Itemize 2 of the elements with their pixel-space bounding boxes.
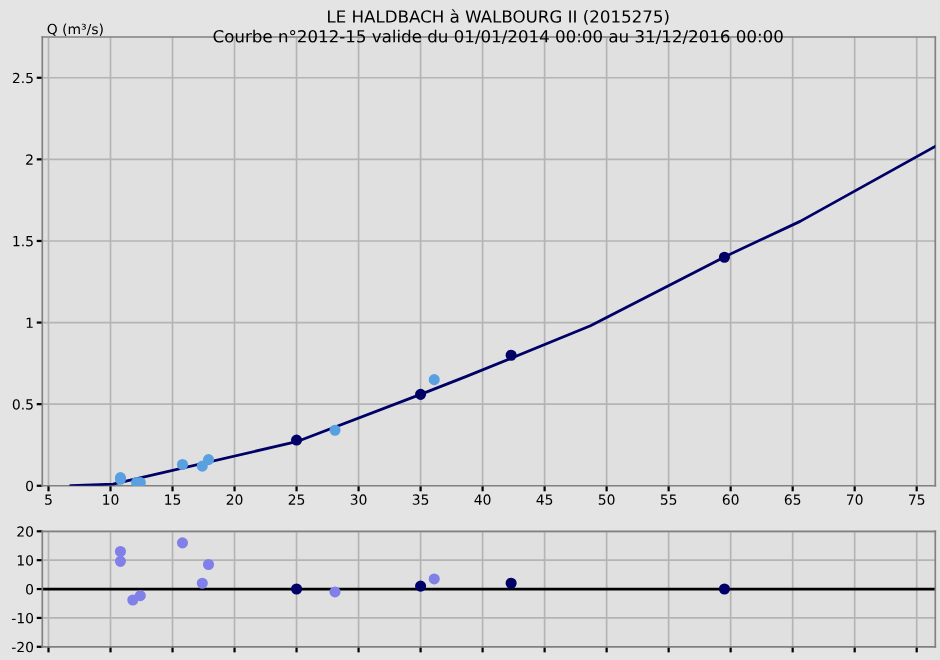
chart-subtitle: Courbe n°2012-15 valide du 01/01/2014 00:00 au 31/12/2016 00:00	[213, 29, 783, 44]
chart-title: LE HALDBACH à WALBOURG II (2015275)	[328, 9, 669, 25]
